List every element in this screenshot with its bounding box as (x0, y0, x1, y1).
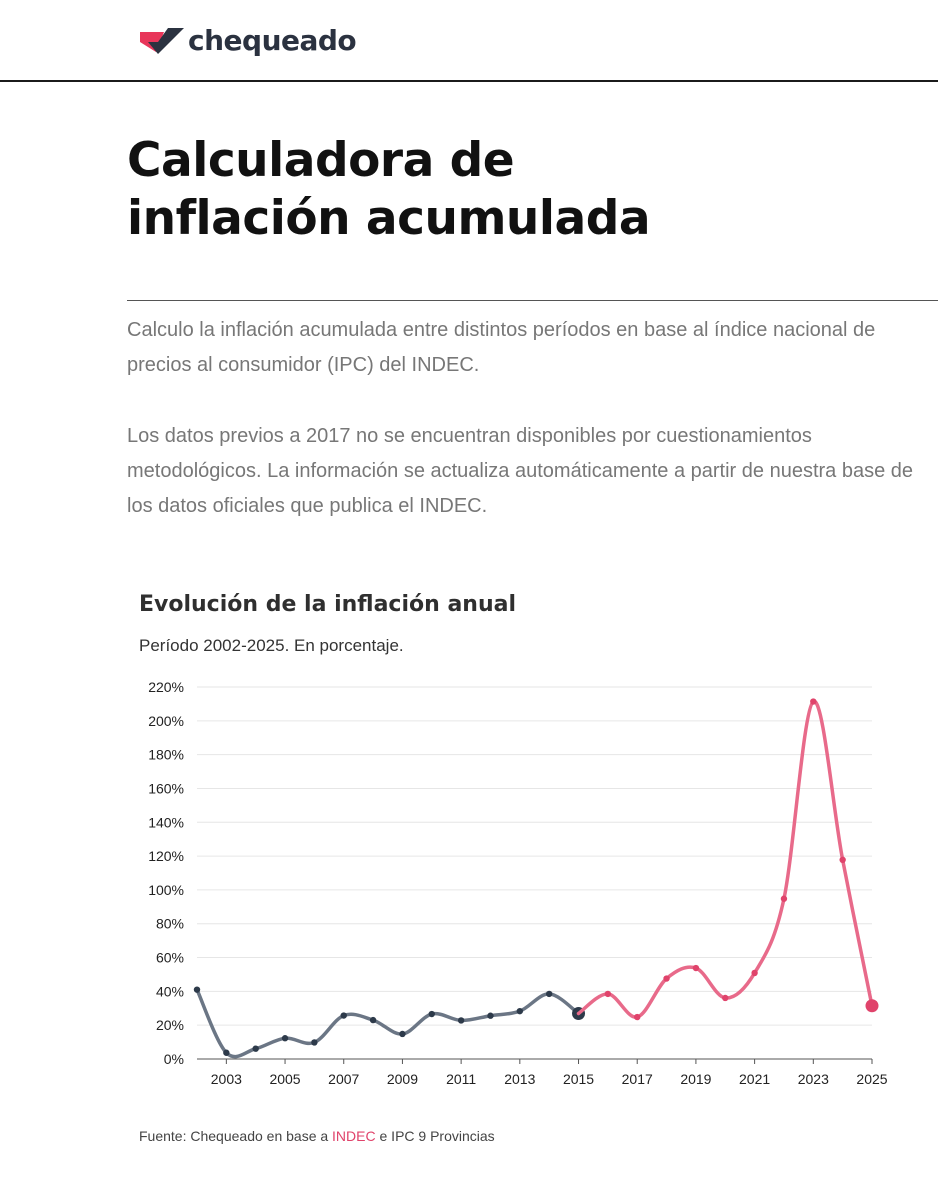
data-point-2022 (780, 895, 788, 902)
chart-subtitle: Período 2002-2025. En porcentaje. (139, 636, 404, 655)
page-title-line1: Calculadora de (127, 133, 515, 188)
page-title-line2: inflación acumulada (127, 191, 651, 246)
x-tick-label: 2011 (446, 1071, 476, 1087)
data-point-2023 (810, 698, 817, 705)
data-point-2008 (369, 1016, 377, 1024)
x-tick-label: 2007 (328, 1071, 359, 1087)
data-point-2012 (487, 1012, 494, 1019)
chart-title: Evolución de la inflación anual (139, 592, 517, 617)
page-title: Calculadora de inflación acumulada (127, 132, 827, 248)
data-point-2004 (252, 1045, 259, 1052)
inflation-line-chart: 0% 20% 40% 60% 80% 100% 120% 140% 160% 180% 200% 22… (148, 679, 888, 1087)
x-tick-label: 2025 (856, 1071, 887, 1087)
data-point-2010 (428, 1010, 435, 1018)
title-divider (127, 300, 938, 301)
x-tick-label: 2015 (563, 1071, 594, 1087)
x-tick-label: 2019 (680, 1071, 711, 1087)
data-point-2020 (722, 994, 729, 1002)
logo-text: chequeado (188, 23, 357, 57)
site-header: chequeado (0, 0, 938, 82)
data-point-2018 (663, 975, 670, 982)
y-tick-label: 0% (164, 1051, 184, 1067)
data-point-2003 (223, 1049, 230, 1056)
x-tick-label: 2023 (798, 1071, 829, 1087)
data-point-2019 (692, 964, 700, 972)
data-point-2016 (604, 990, 612, 998)
y-tick-label: 80% (156, 916, 184, 932)
data-point-2011 (457, 1017, 465, 1024)
intro-paragraph-1: Calculo la inflación acumulada entre dis… (127, 319, 876, 376)
source-suffix: e IPC 9 Provincias (375, 1128, 495, 1144)
data-point-2014 (545, 990, 553, 998)
x-tick-label: 2013 (504, 1071, 535, 1087)
y-tick-label: 180% (148, 747, 184, 763)
data-point-2017 (634, 1013, 641, 1021)
y-tick-label: 40% (156, 983, 184, 999)
x-tick-label: 2003 (211, 1071, 242, 1087)
chart-source: Fuente: Chequeado en base a INDEC e IPC … (139, 1128, 495, 1144)
data-point-2006 (311, 1039, 318, 1046)
data-point-2021 (751, 969, 758, 977)
x-tick-label: 2017 (622, 1071, 653, 1087)
y-tick-label: 160% (148, 780, 184, 796)
y-tick-label: 220% (148, 679, 184, 695)
data-point-2013 (516, 1007, 524, 1015)
data-point-2002 (193, 986, 201, 993)
y-tick-label: 200% (148, 713, 184, 729)
x-tick-label: 2021 (739, 1071, 770, 1087)
check-mark-logo-icon (140, 28, 184, 54)
x-tick-label: 2009 (387, 1071, 418, 1087)
intro-paragraph-2: Los datos previos a 2017 no se encuentra… (127, 425, 914, 517)
data-point-2009 (399, 1030, 406, 1038)
y-tick-label: 60% (156, 950, 184, 966)
data-point-2024 (839, 856, 846, 864)
source-link-indec[interactable]: INDEC (332, 1128, 376, 1144)
x-tick-label: 2005 (269, 1071, 300, 1087)
data-point-2025 (865, 999, 879, 1013)
source-prefix: Fuente: Chequeado en base a (139, 1128, 333, 1144)
y-tick-label: 120% (148, 848, 184, 864)
y-tick-label: 140% (148, 814, 184, 830)
site-logo[interactable]: chequeado (138, 18, 357, 62)
y-tick-label: 20% (156, 1017, 184, 1033)
data-point-2005 (281, 1035, 289, 1042)
data-point-2007 (340, 1012, 347, 1019)
y-tick-label: 100% (148, 882, 184, 898)
series-line-indec (576, 699, 874, 1019)
